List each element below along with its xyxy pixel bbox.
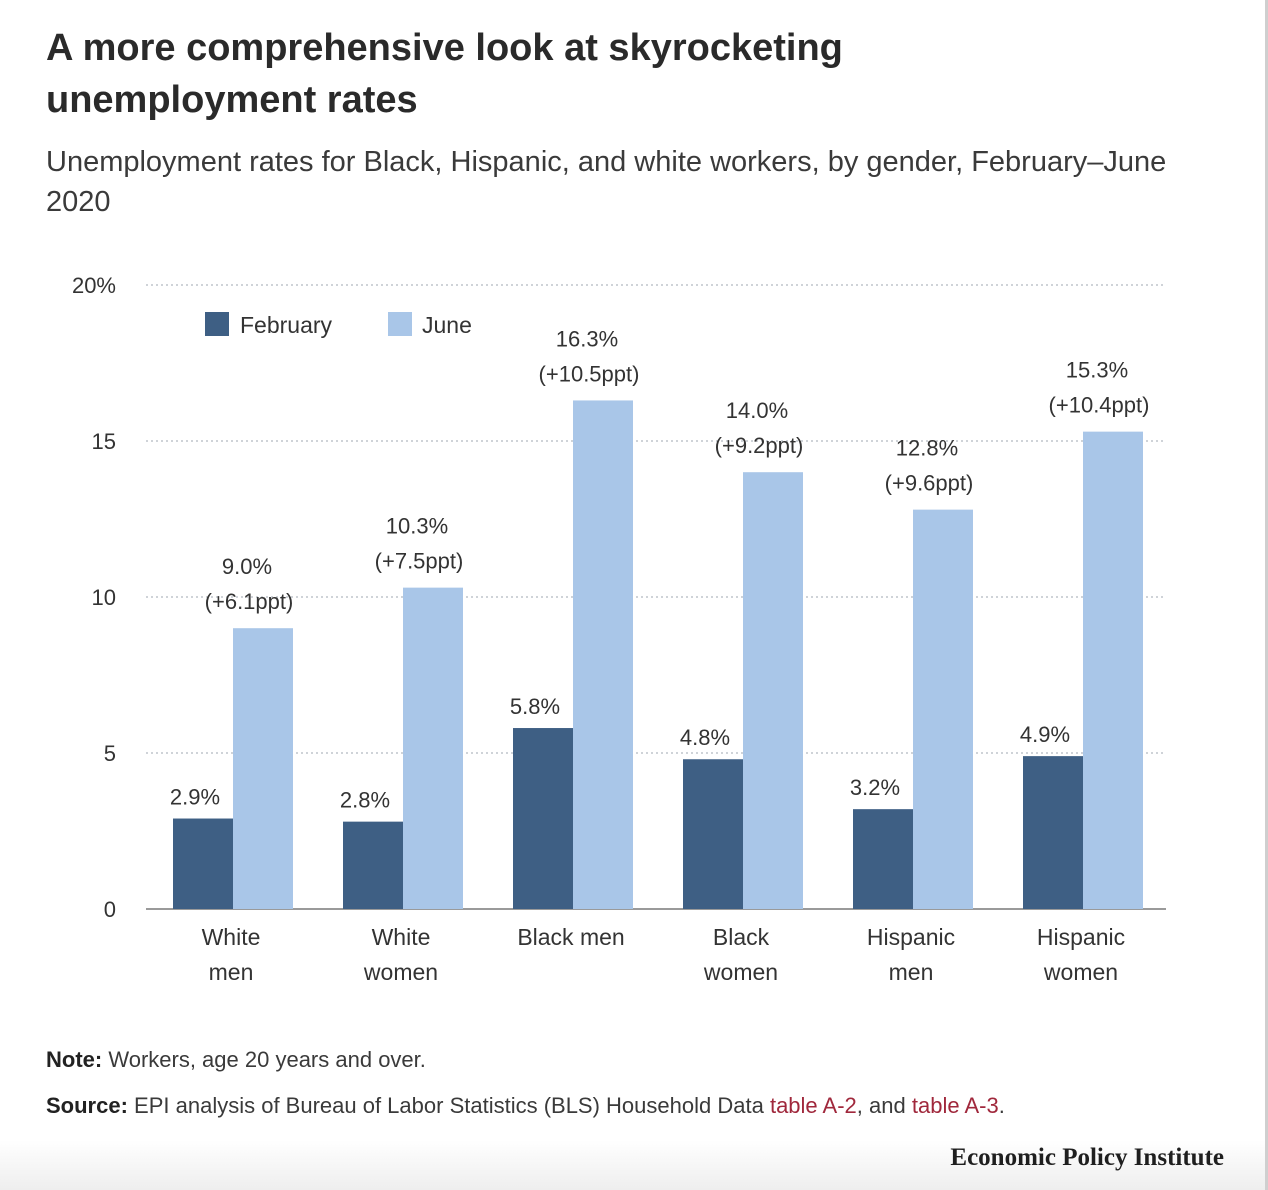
data-label-june: 15.3% bbox=[1066, 358, 1128, 383]
data-label-june: 12.8% bbox=[896, 436, 958, 461]
change-label-june: (+7.5ppt) bbox=[375, 549, 464, 574]
chart-title: A more comprehensive look at skyrocketin… bbox=[46, 27, 843, 121]
legend-swatch-february bbox=[205, 312, 229, 336]
data-label-february: 2.8% bbox=[340, 788, 390, 813]
footer-fade bbox=[0, 1140, 1268, 1190]
source-label: Source: bbox=[46, 1093, 128, 1118]
top-strip bbox=[0, 0, 1268, 34]
data-label-february: 3.2% bbox=[850, 775, 900, 800]
bar-june bbox=[743, 472, 803, 909]
x-tick-label: Black bbox=[713, 924, 770, 950]
y-tick-label: 0 bbox=[104, 897, 116, 922]
x-tick-label: women bbox=[363, 959, 438, 985]
change-label-june: (+9.2ppt) bbox=[715, 433, 804, 458]
y-tick-label: 10 bbox=[92, 585, 116, 610]
data-label-june: 10.3% bbox=[386, 514, 448, 539]
bar-february bbox=[1023, 756, 1083, 909]
note-text: Workers, age 20 years and over. bbox=[108, 1047, 426, 1072]
x-tick-label: Hispanic bbox=[1037, 924, 1125, 950]
change-label-june: (+10.4ppt) bbox=[1049, 393, 1150, 418]
change-label-june: (+6.1ppt) bbox=[205, 589, 294, 614]
brand-logo: Economic Policy Institute bbox=[950, 1144, 1224, 1171]
bar-june bbox=[1083, 431, 1143, 909]
bar-february bbox=[683, 759, 743, 909]
y-tick-label: 5 bbox=[104, 741, 116, 766]
bar-february bbox=[513, 728, 573, 909]
x-tick-label: White bbox=[202, 924, 261, 950]
bar-june bbox=[233, 628, 293, 909]
data-label-june: 14.0% bbox=[726, 398, 788, 423]
change-label-june: (+10.5ppt) bbox=[539, 361, 640, 386]
bar-february bbox=[173, 818, 233, 909]
source: Source: EPI analysis of Bureau of Labor … bbox=[46, 1093, 1005, 1119]
data-label-february: 4.9% bbox=[1020, 722, 1070, 747]
table-a3-link[interactable]: table A-3 bbox=[911, 1093, 999, 1118]
data-label-february: 2.9% bbox=[170, 785, 220, 810]
bar-june bbox=[913, 509, 973, 909]
data-label-june: 9.0% bbox=[222, 554, 272, 579]
legend-swatch-june bbox=[388, 312, 412, 336]
y-tick-label: 15 bbox=[92, 429, 116, 454]
source-mid: , and bbox=[856, 1093, 906, 1118]
x-tick-label: Hispanic bbox=[867, 924, 955, 950]
x-tick-label: women bbox=[1043, 959, 1118, 985]
data-label-february: 5.8% bbox=[510, 694, 560, 719]
table-a2-link[interactable]: table A-2 bbox=[769, 1093, 857, 1118]
legend-label-february: February bbox=[240, 312, 333, 338]
note: Note: Workers, age 20 years and over. bbox=[46, 1047, 426, 1073]
bar-february bbox=[343, 821, 403, 909]
source-end: . bbox=[998, 1093, 1005, 1118]
chart-subtitle: Unemployment rates for Black, Hispanic, … bbox=[46, 146, 1167, 218]
right-edge bbox=[1265, 0, 1268, 1190]
x-tick-label: women bbox=[703, 959, 778, 985]
bar-chart: 0 5 10 15 20% 2.9% 9.0% (+6.1ppt) White men 2.8% 10… bbox=[72, 273, 1166, 985]
x-tick-label: men bbox=[209, 959, 254, 985]
change-label-june: (+9.6ppt) bbox=[885, 471, 974, 496]
y-tick-label: 20% bbox=[72, 273, 116, 298]
x-tick-label: Black men bbox=[517, 924, 624, 950]
note-label: Note: bbox=[46, 1047, 103, 1072]
data-label-june: 16.3% bbox=[556, 326, 618, 351]
source-text: EPI analysis of Bureau of Labor Statisti… bbox=[134, 1093, 764, 1118]
data-label-february: 4.8% bbox=[680, 725, 730, 750]
x-tick-label: men bbox=[889, 959, 934, 985]
x-tick-label: White bbox=[372, 924, 431, 950]
legend-label-june: June bbox=[422, 312, 472, 338]
bar-february bbox=[853, 809, 913, 909]
bar-june bbox=[573, 400, 633, 909]
bar-june bbox=[403, 587, 463, 909]
